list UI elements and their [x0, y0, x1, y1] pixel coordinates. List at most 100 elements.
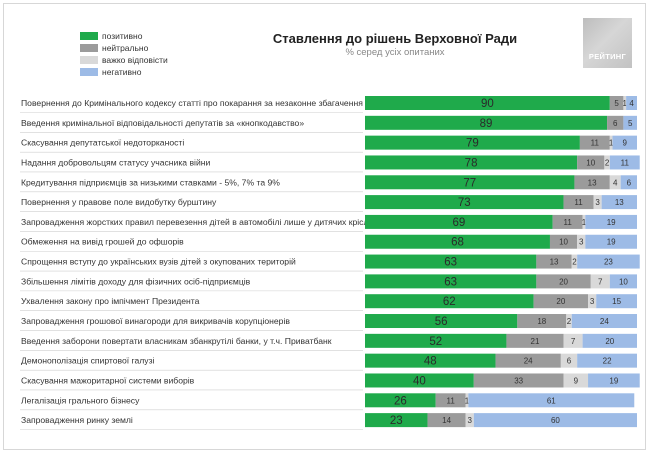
- bar-segment: [585, 234, 637, 249]
- category-label: Запровадження жорстких правил перевезенн…: [21, 217, 378, 227]
- data-label: 68: [451, 237, 464, 249]
- bar-segment: [563, 333, 583, 348]
- legend-label: позитивно: [102, 31, 143, 41]
- data-label: 9: [574, 376, 579, 385]
- category-label: Демонополізація спиртової галузі: [21, 356, 155, 366]
- bar-segment: [365, 413, 428, 428]
- category-label: Запровадження грошової винагороди для ви…: [21, 316, 290, 326]
- bar-segment: [365, 314, 518, 329]
- bar-segment: [626, 96, 637, 110]
- data-label: 77: [463, 177, 476, 189]
- bar-segment: [593, 195, 602, 210]
- data-label: 23: [390, 415, 403, 427]
- bar-segment: [365, 195, 564, 210]
- data-label: 7: [571, 337, 576, 346]
- data-label: 73: [458, 197, 471, 209]
- category-label: Спрощення вступу до українських вузів ді…: [21, 257, 296, 267]
- category-label: Надання добровольцям статусу учасника ві…: [21, 157, 210, 167]
- bar-segment: [533, 294, 589, 309]
- bar-segment: [427, 413, 466, 428]
- data-label: 1: [582, 218, 587, 227]
- bar-segment: [506, 333, 564, 348]
- legend-label: нейтрально: [102, 43, 149, 53]
- legend-swatch: [80, 56, 98, 64]
- bar-segment: [563, 195, 594, 210]
- category-label: Запровадження ринку землі: [21, 415, 133, 425]
- bar-segment: [365, 214, 553, 229]
- data-label: 78: [465, 157, 478, 169]
- category-label: Введення заборони повертати власникам зб…: [21, 336, 332, 346]
- chart-subtitle: % серед усіх опитаних: [345, 47, 445, 58]
- chart-title: Ставлення до рішень Верховної Ради: [272, 31, 518, 46]
- data-label: 24: [524, 357, 533, 366]
- bar-segment: [588, 294, 597, 309]
- category-label: Легалізація грального бізнесу: [21, 395, 140, 405]
- data-label: 62: [443, 296, 456, 308]
- bar-segment: [465, 413, 474, 428]
- category-label: Введення кримінальної відповідальності д…: [21, 118, 304, 128]
- data-label: 6: [627, 178, 632, 187]
- bar-segment: [365, 254, 537, 269]
- bar-segment: [365, 96, 610, 110]
- data-label: 11: [574, 198, 583, 207]
- bar-segment: [582, 333, 637, 348]
- data-label: 24: [600, 317, 609, 326]
- data-label: 56: [435, 316, 448, 328]
- bar-segment: [609, 96, 624, 110]
- category-label: Ухвалення закону про імпічмент Президент…: [21, 296, 200, 306]
- bar-segment: [620, 175, 637, 190]
- data-label: 10: [619, 277, 628, 286]
- bar-segment: [465, 393, 469, 408]
- data-label: 18: [537, 317, 546, 326]
- legend-label: негативно: [102, 67, 142, 77]
- category-label: Обмеження на вивід грошей до офшорів: [21, 237, 184, 247]
- data-label: 13: [588, 178, 597, 187]
- data-label: 20: [556, 297, 565, 306]
- data-label: 15: [612, 297, 621, 306]
- category-label: Збільшення лімітів доходу для фізичних о…: [21, 276, 251, 286]
- bar-segment: [536, 274, 591, 289]
- bar-segment: [574, 175, 610, 190]
- data-label: 3: [579, 238, 584, 247]
- data-label: 11: [563, 218, 572, 227]
- bar-segment: [596, 294, 637, 309]
- bar-segment: [577, 155, 605, 170]
- category-label: Скасування депутатської недоторканості: [21, 138, 184, 148]
- bar-segment: [365, 155, 578, 170]
- data-label: 1: [623, 99, 628, 108]
- data-label: 21: [531, 337, 540, 346]
- data-label: 11: [621, 158, 630, 167]
- data-label: 48: [424, 356, 437, 368]
- bar-segment: [468, 393, 635, 408]
- bar-segment: [473, 413, 637, 428]
- data-label: 3: [590, 297, 595, 306]
- bar-segment: [609, 274, 637, 289]
- bar-segment: [365, 333, 507, 348]
- data-label: 52: [429, 336, 442, 348]
- logo-text: РЕЙТИНГ: [588, 52, 627, 61]
- bar-segment: [601, 195, 637, 210]
- bar-segment: [549, 234, 578, 249]
- data-label: 2: [567, 317, 572, 326]
- bar-segment: [563, 373, 589, 388]
- bar-segment: [365, 373, 474, 388]
- bar-segment: [365, 353, 496, 368]
- data-label: 26: [394, 395, 407, 407]
- data-label: 20: [605, 337, 614, 346]
- data-label: 63: [444, 276, 457, 288]
- bar-segment: [623, 115, 637, 130]
- bar-segment: [495, 353, 561, 368]
- bar-segment: [365, 115, 608, 130]
- bar-segment: [609, 155, 640, 170]
- category-label: Повернення у правове поле видобутку бурш…: [21, 197, 217, 207]
- data-label: 19: [607, 238, 616, 247]
- bar-segment: [365, 393, 436, 408]
- data-label: 33: [514, 376, 523, 385]
- legend-label: важко відповісти: [102, 55, 168, 65]
- bar-segment: [579, 135, 610, 150]
- category-label: Скасування мажоритарної системи виборів: [21, 375, 195, 385]
- bar-segment: [571, 254, 578, 269]
- data-label: 40: [413, 375, 426, 387]
- bar-segment: [365, 294, 534, 309]
- legend-swatch: [80, 68, 98, 76]
